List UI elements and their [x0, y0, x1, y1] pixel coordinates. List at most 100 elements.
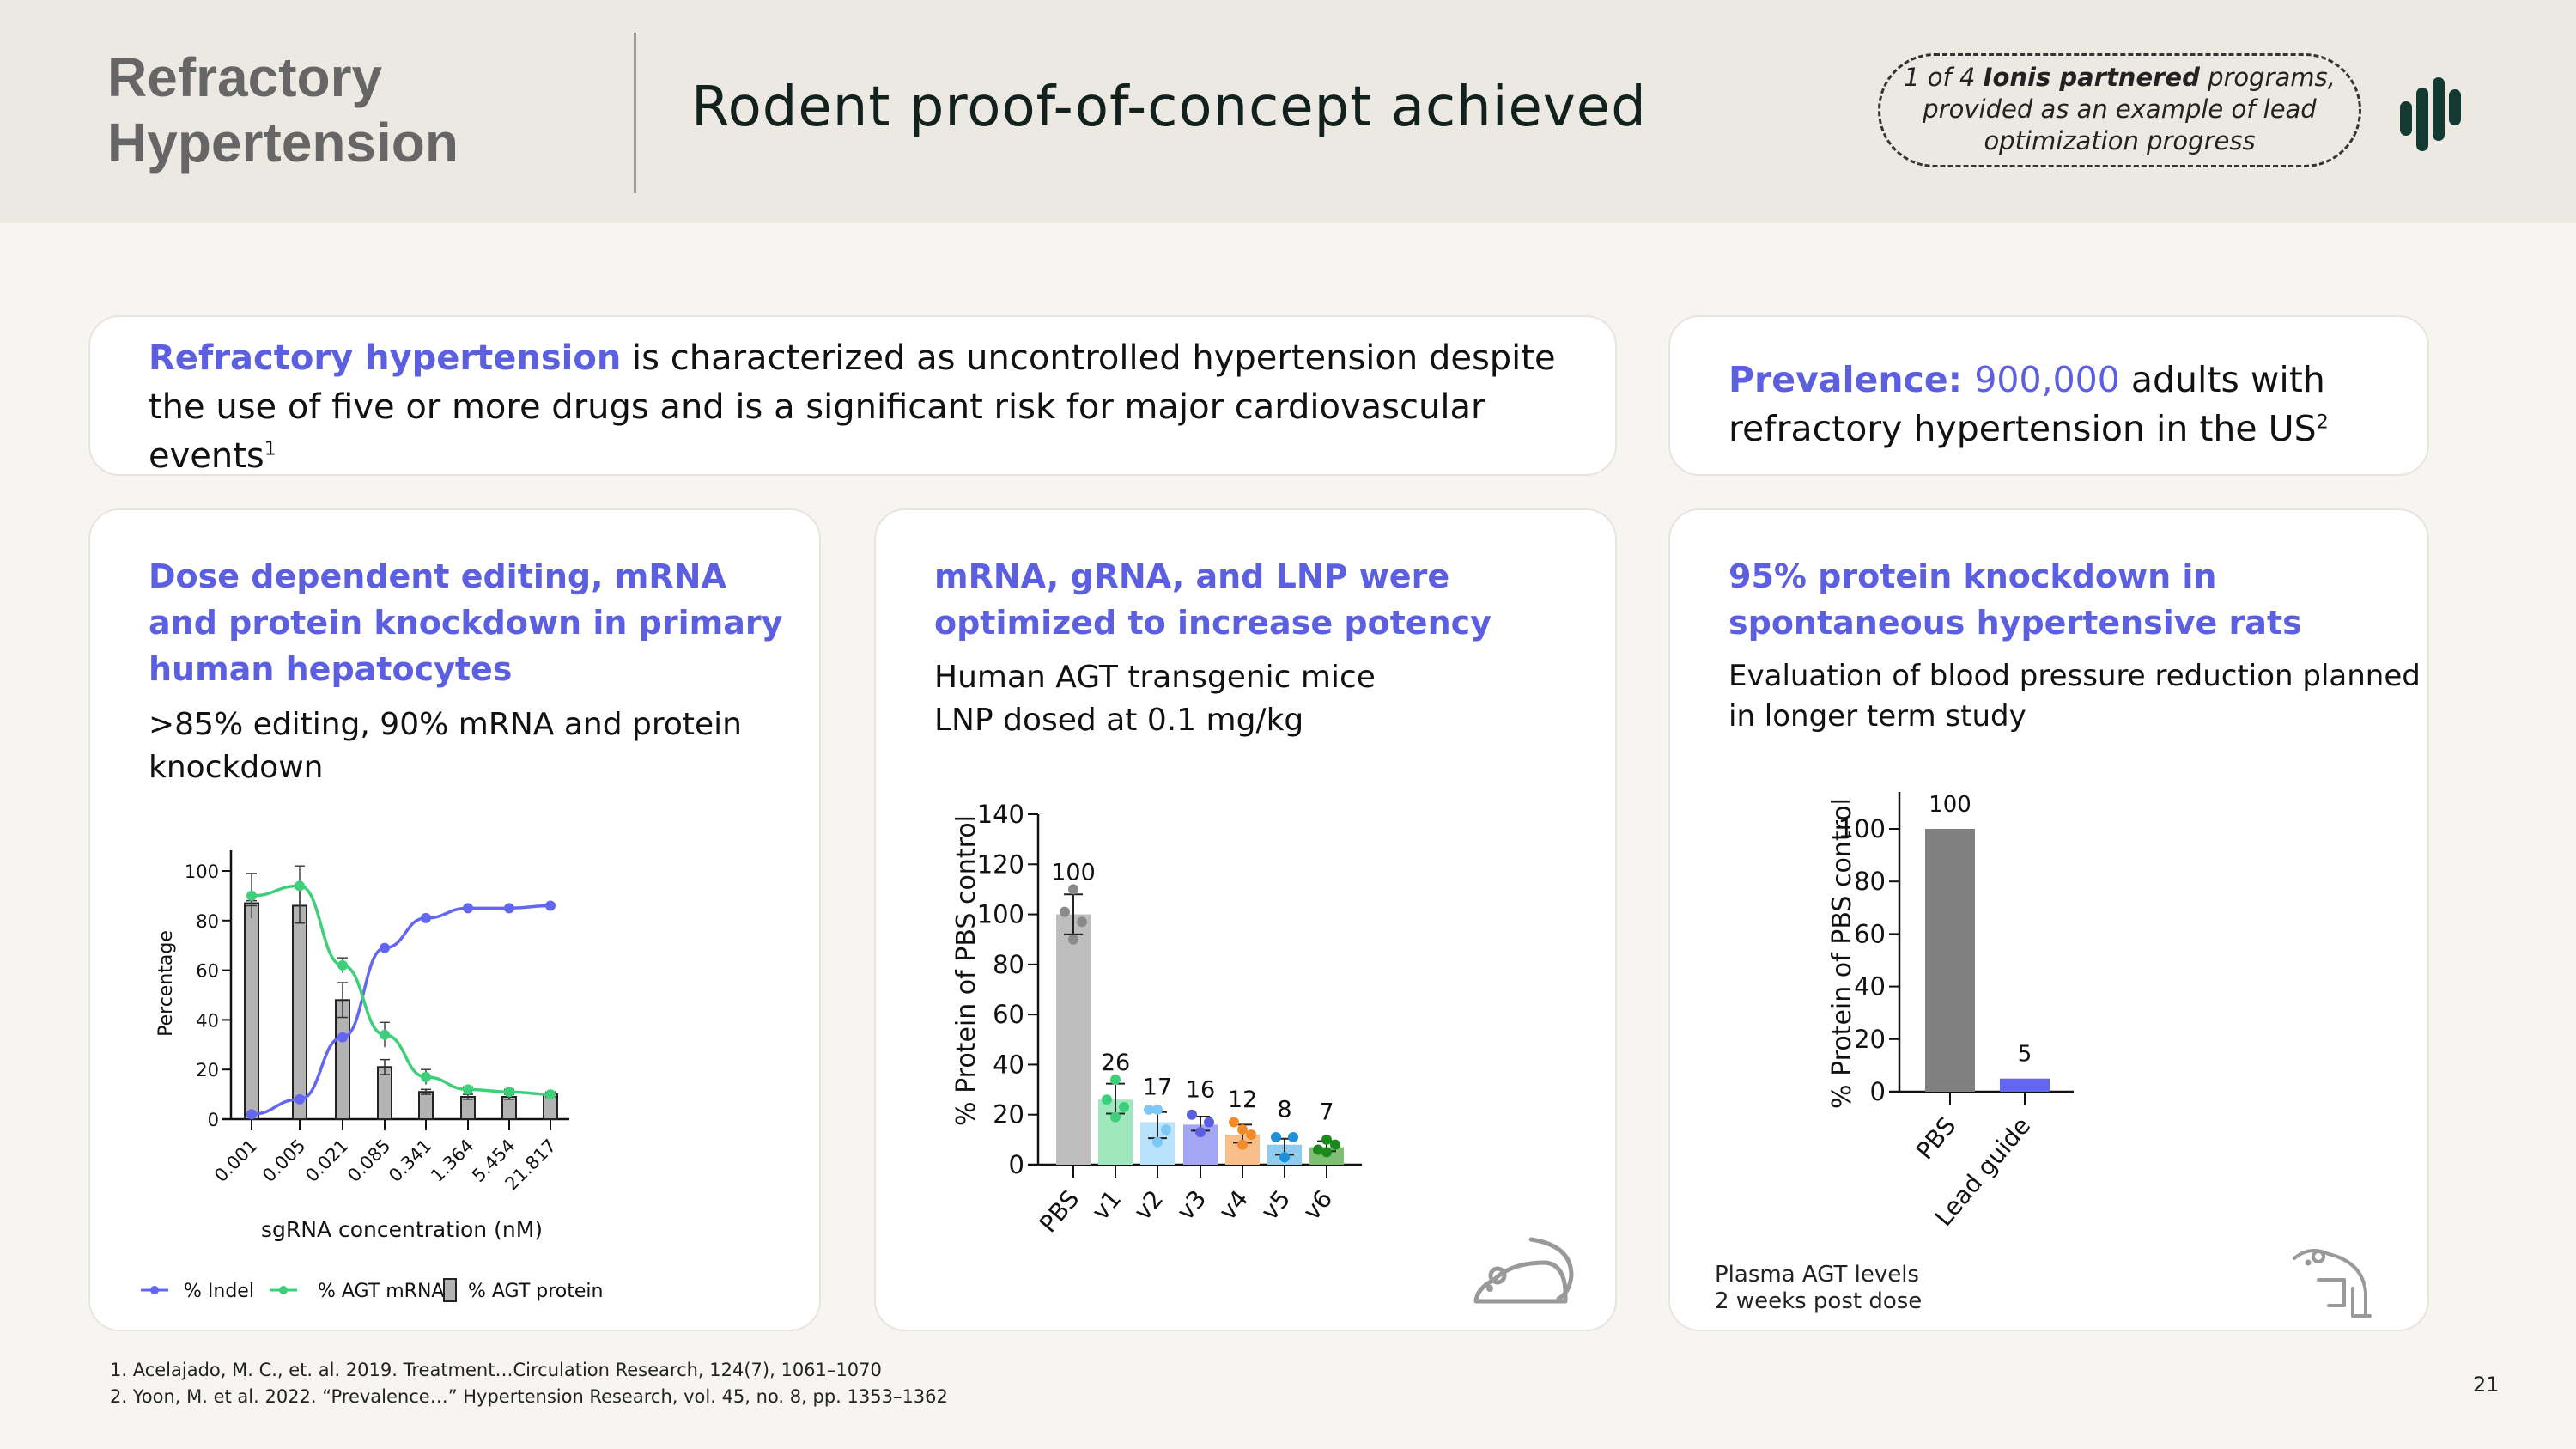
footnote-2: 2. Yoon, M. et al. 2022. “Prevalence…” H… [110, 1386, 948, 1407]
svg-text:0.021: 0.021 [301, 1135, 352, 1186]
svg-text:16: 16 [1186, 1076, 1215, 1103]
note-line: 2 weeks post dose [1715, 1288, 1923, 1314]
heading-line: and protein knockdown in primary [149, 604, 783, 642]
svg-text:1.364: 1.364 [427, 1135, 477, 1186]
svg-text:80: 80 [196, 911, 219, 932]
callout-line2: provided as an example of lead [1923, 94, 2317, 124]
svg-text:0.005: 0.005 [258, 1135, 309, 1186]
chart-note: Plasma AGT levels 2 weeks post dose [1715, 1262, 1922, 1315]
page-number: 21 [2473, 1373, 2500, 1397]
callout-line3: optimization progress [1984, 126, 2256, 155]
svg-text:60: 60 [196, 961, 219, 982]
subtext-line: in longer term study [1728, 699, 2026, 734]
svg-text:26: 26 [1101, 1050, 1130, 1076]
panel-heading: mRNA, gRNA, and LNP were optimized to in… [934, 553, 1492, 646]
svg-text:140: 140 [977, 800, 1024, 829]
svg-text:0.085: 0.085 [343, 1135, 394, 1186]
svg-text:0: 0 [1009, 1150, 1024, 1179]
rat-icon [2293, 1249, 2372, 1318]
header-band: Refractory Hypertension Rodent proof-of-… [0, 0, 2576, 223]
heading-line: spontaneous hypertensive rats [1728, 604, 2302, 642]
svg-text:v1: v1 [1086, 1184, 1127, 1226]
svg-text:% Protein of PBS control: % Protein of PBS control [1827, 798, 1857, 1109]
svg-text:17: 17 [1143, 1074, 1172, 1100]
svg-text:Percentage: Percentage [155, 930, 177, 1037]
svg-text:7: 7 [1319, 1099, 1334, 1126]
panel-optimization: mRNA, gRNA, and LNP were optimized to in… [874, 508, 1617, 1331]
prevalence-label: Prevalence: [1728, 359, 1975, 400]
panel-subtext: >85% editing, 90% mRNA and protein knock… [149, 703, 742, 789]
svg-text:40: 40 [196, 1010, 219, 1031]
svg-text:8: 8 [1277, 1097, 1291, 1123]
svg-text:0: 0 [208, 1110, 219, 1130]
svg-text:PBS: PBS [1034, 1184, 1085, 1238]
svg-text:5: 5 [2018, 1042, 2032, 1068]
svg-text:60: 60 [993, 1000, 1024, 1029]
svg-text:v4: v4 [1213, 1184, 1254, 1226]
chart-dose-response: 0 20 40 60 80 100 Percentage 0.0010.0050.0210.0… [141, 850, 603, 1302]
section-title-line1: Refractory [107, 46, 383, 108]
svg-text:v6: v6 [1297, 1184, 1338, 1226]
svg-text:PBS: PBS [1911, 1111, 1962, 1165]
svg-text:40: 40 [1854, 972, 1886, 1002]
panel-heading: 95% protein knockdown in spontaneous hyp… [1728, 553, 2302, 646]
svg-text:100: 100 [1838, 814, 1886, 843]
svg-text:80: 80 [993, 950, 1024, 979]
svg-text:0.001: 0.001 [210, 1135, 261, 1186]
svg-text:v2: v2 [1128, 1184, 1169, 1226]
subtext-line: Evaluation of blood pressure reduction p… [1728, 659, 2421, 693]
prevalence-card: Prevalence: 900,000 adults with refracto… [1668, 315, 2429, 476]
mouse-icon [1473, 1237, 1574, 1304]
heading-line: 95% protein knockdown in [1728, 557, 2217, 595]
svg-text:0: 0 [1870, 1077, 1886, 1106]
footnote-1: 1. Acelajado, M. C., et. al. 2019. Treat… [110, 1360, 882, 1380]
prevalence-body: adults with refractory hypertension in t… [1728, 359, 2325, 449]
svg-text:120: 120 [977, 849, 1024, 879]
svg-text:% AGT protein: % AGT protein [468, 1281, 603, 1302]
svg-text:20: 20 [993, 1100, 1024, 1129]
svg-text:100: 100 [977, 900, 1024, 929]
panel-heading: Dose dependent editing, mRNA and protein… [149, 553, 782, 692]
svg-text:v5: v5 [1255, 1184, 1296, 1226]
heading-line: human hepatocytes [149, 650, 513, 688]
svg-text:80: 80 [1854, 867, 1886, 896]
panel-subtext: Human AGT transgenic mice LNP dosed at 0… [934, 656, 1376, 742]
page-title: Rodent proof-of-concept achieved [691, 76, 1647, 139]
svg-text:100: 100 [1051, 860, 1096, 886]
heading-line: optimized to increase potency [934, 604, 1492, 642]
section-title: Refractory Hypertension [107, 45, 459, 175]
svg-text:% Protein of PBS control: % Protein of PBS control [951, 815, 981, 1126]
subtext-line: Human AGT transgenic mice [934, 660, 1376, 695]
panel-dose-response: Dose dependent editing, mRNA and protein… [88, 508, 821, 1331]
prevalence-text: Prevalence: 900,000 adults with refracto… [1728, 356, 2415, 454]
panel-rat-knockdown: 95% protein knockdown in spontaneous hyp… [1668, 508, 2429, 1331]
subtext-line: knockdown [149, 750, 324, 785]
svg-text:100: 100 [1929, 792, 1971, 818]
svg-text:sgRNA concentration (nM): sgRNA concentration (nM) [261, 1217, 543, 1242]
svg-text:100: 100 [185, 861, 219, 882]
svg-text:20: 20 [196, 1060, 219, 1081]
callout-bold: Ionis partnered [1983, 63, 2200, 92]
svg-text:v3: v3 [1171, 1184, 1212, 1226]
definition-card: Refractory hypertension is characterized… [88, 315, 1617, 476]
svg-text:% Indel: % Indel [184, 1281, 254, 1302]
subtext-line: >85% editing, 90% mRNA and protein [149, 707, 742, 742]
definition-highlight: Refractory hypertension [149, 338, 622, 378]
svg-text:0.341: 0.341 [385, 1135, 435, 1186]
definition-text: Refractory hypertension is characterized… [149, 334, 1600, 481]
chart-variant-potency: 0 20 40 60 80 100 120 140% Protein of PBS contr… [951, 800, 1362, 1238]
svg-text:12: 12 [1228, 1087, 1257, 1113]
panel-subtext: Evaluation of blood pressure reduction p… [1728, 656, 2421, 737]
footnote-ref-1: 1 [264, 438, 276, 460]
footnotes: 1. Acelajado, M. C., et. al. 2019. Treat… [110, 1357, 948, 1410]
note-line: Plasma AGT levels [1715, 1262, 1919, 1288]
prevalence-value: 900,000 [1974, 359, 2120, 400]
heading-line: Dose dependent editing, mRNA [149, 557, 726, 595]
footnote-ref-2: 2 [2316, 411, 2329, 434]
heading-line: mRNA, gRNA, and LNP were [934, 557, 1450, 595]
subtext-line: LNP dosed at 0.1 mg/kg [934, 703, 1304, 738]
definition-body: is characterized as uncontrolled hyperte… [149, 338, 1556, 476]
callout-post: programs, [2199, 63, 2336, 92]
